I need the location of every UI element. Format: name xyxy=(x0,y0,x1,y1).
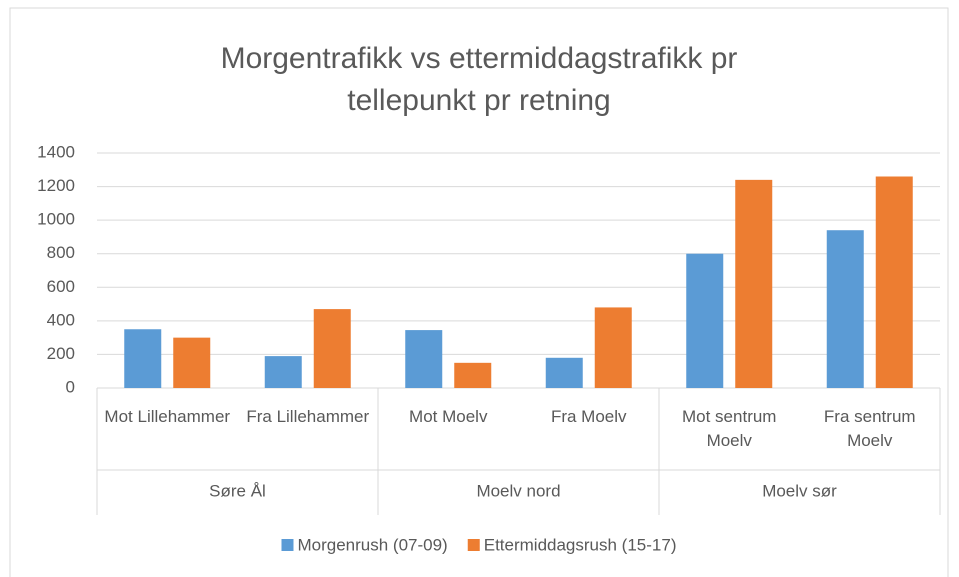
x-tick-label: Mot Lillehammer xyxy=(104,407,230,426)
y-tick-label: 200 xyxy=(47,344,75,363)
bar xyxy=(405,330,443,388)
x-tick-label: Fra sentrum Moelv xyxy=(824,407,916,450)
legend-swatch xyxy=(281,539,294,551)
x-tick-label: Fra Moelv xyxy=(551,407,627,426)
x-tick-label: Fra Lillehammer xyxy=(246,407,369,426)
group-label: Moelv sør xyxy=(762,481,837,500)
bar xyxy=(124,329,162,388)
legend-label: Morgenrush (07-09) xyxy=(297,535,447,554)
y-tick-label: 1400 xyxy=(37,142,75,161)
y-tick-label: 800 xyxy=(47,243,75,262)
bar xyxy=(735,179,773,388)
x-tick-label: Mot Moelv xyxy=(409,407,488,426)
bar xyxy=(545,357,583,388)
x-tick-label: Mot sentrum Moelv xyxy=(682,407,776,450)
y-tick-label: 1000 xyxy=(37,210,75,229)
y-tick-label: 0 xyxy=(66,377,75,396)
y-tick-label: 600 xyxy=(47,277,75,296)
group-label: Søre Ål xyxy=(209,481,266,500)
legend-swatch xyxy=(467,539,480,551)
bar xyxy=(313,309,351,388)
bar xyxy=(173,337,211,388)
chart-frame xyxy=(9,7,949,577)
chart-title: Morgentrafikk vs ettermiddagstrafikk pr t… xyxy=(221,42,738,117)
y-tick-label: 400 xyxy=(47,310,75,329)
bar xyxy=(686,253,724,388)
bar xyxy=(594,307,632,388)
legend-label: Ettermiddagsrush (15-17) xyxy=(484,535,677,554)
bar xyxy=(826,230,864,388)
y-tick-label: 1200 xyxy=(37,176,75,195)
group-label: Moelv nord xyxy=(476,481,560,500)
bar xyxy=(875,176,913,388)
bar xyxy=(454,362,492,388)
bar xyxy=(264,356,302,388)
